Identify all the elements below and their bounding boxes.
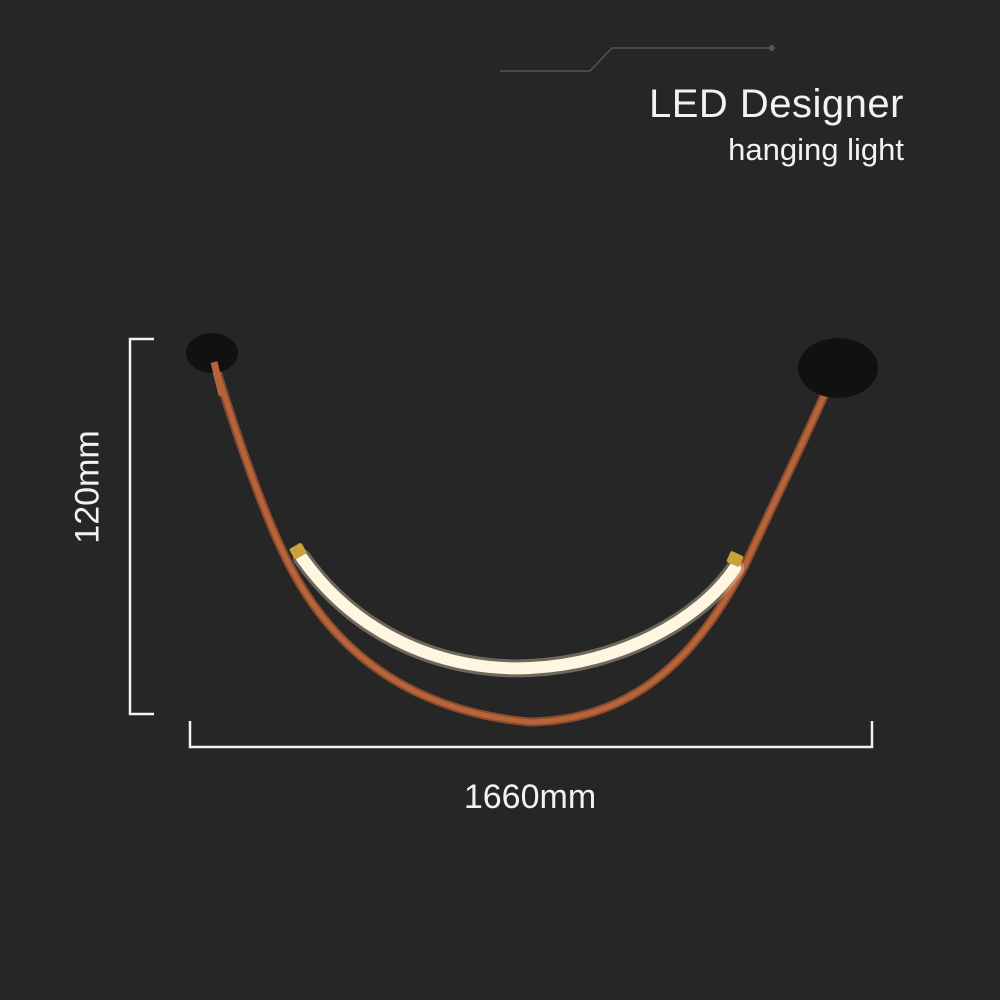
width-dimension-label: 1660mm xyxy=(463,778,597,816)
led-tube-glow xyxy=(293,549,744,678)
led-tube xyxy=(296,552,741,675)
height-dimension-line xyxy=(128,337,154,716)
product-subtitle: hanging light xyxy=(728,132,904,167)
leather-strap-front xyxy=(211,359,833,725)
decorative-line xyxy=(500,47,770,72)
brass-end-cap-right xyxy=(726,551,744,567)
width-dimension-line xyxy=(188,721,874,749)
height-dimension-label: 120mm xyxy=(68,430,107,544)
decorative-dot xyxy=(769,45,775,51)
brass-end-cap-left xyxy=(289,543,307,559)
ceiling-canopy-left xyxy=(186,333,238,373)
ceiling-canopy-right xyxy=(798,338,878,398)
strap-top-left xyxy=(210,361,226,396)
product-title: LED Designer xyxy=(648,82,904,126)
